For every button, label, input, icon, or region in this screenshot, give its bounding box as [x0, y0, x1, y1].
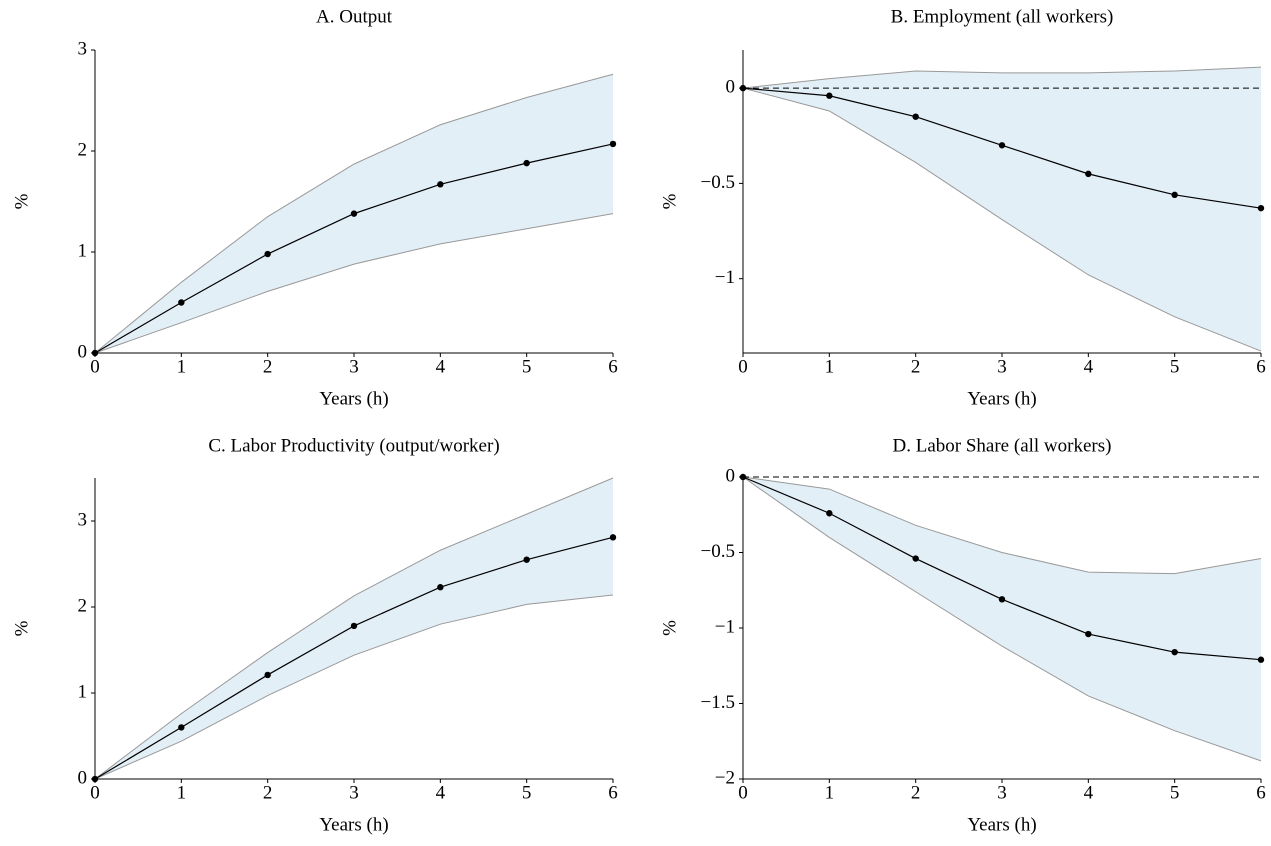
x-axis-label: Years (h) [319, 388, 388, 409]
estimate-point [350, 210, 358, 217]
estimate-point [609, 534, 617, 541]
x-tick-label: 2 [263, 356, 273, 377]
estimate-point [1085, 630, 1092, 638]
estimate-point [437, 181, 444, 188]
estimate-point [178, 724, 185, 731]
x-tick-label: 5 [1170, 782, 1180, 803]
estimate-point [523, 159, 530, 167]
y-tick-label: −1 [715, 267, 735, 288]
x-tick-label: 6 [608, 356, 618, 377]
x-tick-label: 2 [911, 782, 921, 803]
estimate-point [609, 140, 617, 148]
x-tick-label: 0 [738, 782, 748, 803]
y-tick-label: 1 [78, 240, 88, 261]
estimate-point [998, 142, 1006, 149]
x-tick-label: 1 [825, 782, 835, 803]
y-tick-label: −2 [715, 767, 735, 788]
panel-title: B. Employment (all workers) [891, 6, 1114, 27]
x-tick-label: 6 [1256, 782, 1266, 803]
estimate-point [523, 556, 530, 563]
x-tick-label: 0 [90, 356, 100, 377]
confidence-band [743, 477, 1261, 761]
y-tick-label: 3 [78, 38, 88, 59]
estimate-point [437, 584, 444, 591]
x-tick-label: 2 [911, 356, 921, 377]
x-tick-label: 4 [436, 356, 446, 377]
x-tick-label: 1 [177, 356, 187, 377]
estimate-point [826, 92, 833, 99]
estimate-point [912, 555, 919, 562]
x-tick-label: 6 [1256, 356, 1266, 377]
estimate-point [1171, 648, 1178, 656]
confidence-band [743, 67, 1261, 352]
band-upper-edge [742, 476, 1262, 575]
band-lower-edge [742, 87, 1262, 352]
band-lower-edge [94, 213, 614, 354]
estimate-point [912, 113, 919, 120]
estimate-point [264, 671, 271, 679]
x-tick-label: 0 [90, 782, 100, 803]
estimate-point [1085, 170, 1092, 178]
x-axis-label: Years (h) [967, 814, 1036, 835]
y-axis-label: % [11, 620, 32, 636]
y-axis-label: % [659, 620, 680, 636]
y-tick-label: −1.5 [701, 692, 735, 713]
x-tick-label: 4 [1084, 356, 1094, 377]
band-upper-edge [94, 73, 614, 354]
estimate-point [1257, 204, 1265, 212]
x-tick-label: 1 [825, 356, 835, 377]
panel-title: A. Output [316, 6, 393, 27]
y-tick-label: 1 [78, 681, 88, 702]
y-tick-label: −0.5 [701, 172, 735, 193]
x-tick-label: 3 [349, 782, 359, 803]
y-tick-label: 2 [78, 139, 88, 160]
x-tick-label: 3 [997, 782, 1007, 803]
x-tick-label: 5 [522, 782, 532, 803]
x-tick-label: 3 [997, 356, 1007, 377]
x-tick-label: 6 [608, 782, 618, 803]
y-tick-label: 3 [78, 509, 88, 530]
x-tick-label: 4 [1084, 782, 1094, 803]
x-tick-label: 1 [177, 782, 187, 803]
x-axis-label: Years (h) [319, 814, 388, 835]
estimate-point [826, 510, 833, 517]
estimate-point [264, 250, 271, 258]
y-tick-label: 0 [78, 767, 88, 788]
panel-title: C. Labor Productivity (output/worker) [208, 435, 499, 456]
band-upper-edge [94, 477, 614, 780]
y-tick-label: 0 [78, 341, 88, 362]
band-upper-edge [742, 66, 1262, 89]
estimate-point [1171, 191, 1178, 199]
x-axis-label: Years (h) [967, 388, 1036, 409]
estimate-point [1257, 656, 1265, 663]
x-tick-label: 4 [436, 782, 446, 803]
y-tick-label: 2 [78, 595, 88, 616]
x-tick-label: 0 [738, 356, 748, 377]
x-tick-label: 3 [349, 356, 359, 377]
y-tick-label: −0.5 [701, 541, 735, 562]
panel-title: D. Labor Share (all workers) [893, 435, 1112, 456]
x-tick-label: 2 [263, 782, 273, 803]
y-axis-label: % [659, 193, 680, 209]
x-tick-label: 5 [1170, 356, 1180, 377]
y-axis-label: % [11, 193, 32, 209]
band-lower-edge [742, 476, 1262, 762]
estimate-point [350, 622, 358, 630]
band-lower-edge [94, 594, 614, 780]
y-tick-label: 0 [726, 76, 736, 97]
estimate-point [998, 596, 1006, 603]
y-tick-label: −1 [715, 616, 735, 637]
y-tick-label: 0 [726, 465, 736, 486]
x-tick-label: 5 [522, 356, 532, 377]
estimate-point [178, 299, 185, 306]
